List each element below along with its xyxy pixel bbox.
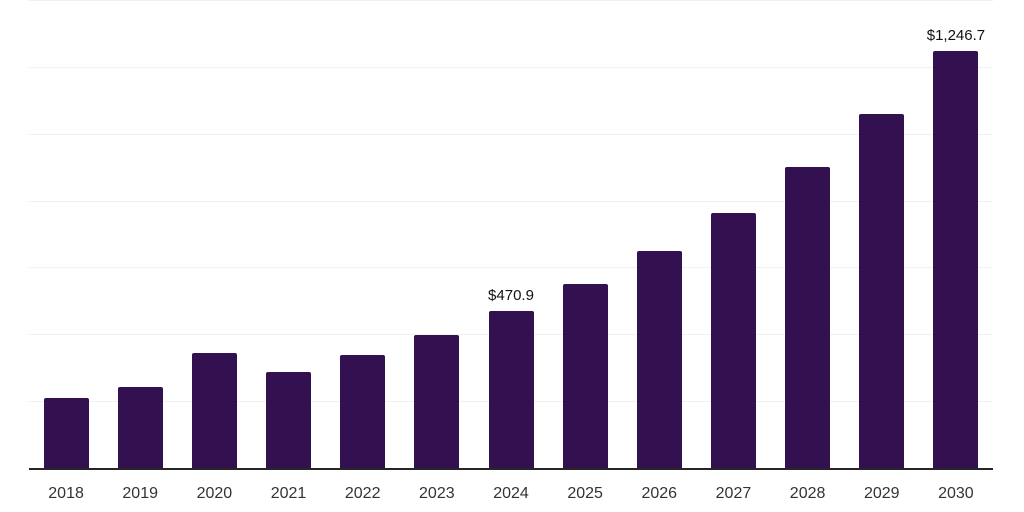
x-tick-label-2025: 2025 <box>567 485 603 502</box>
data-label-2030: $1,246.7 <box>926 27 986 45</box>
x-tick-label-2028: 2028 <box>789 485 826 502</box>
bar-2020[interactable] <box>191 352 237 468</box>
x-tick-label-2021: 2021 <box>270 485 307 502</box>
bar-2019[interactable] <box>117 386 163 468</box>
x-tick-label-2026: 2026 <box>641 485 678 502</box>
bar-2023[interactable] <box>414 334 460 468</box>
x-tick-label-2029: 2029 <box>863 485 900 502</box>
bar-2022[interactable] <box>340 354 386 468</box>
gridline-1200 <box>29 66 993 68</box>
x-tick-label-2022: 2022 <box>344 485 381 502</box>
bar-2027[interactable] <box>710 213 756 468</box>
bar-2024[interactable] <box>488 310 534 468</box>
gridline-800 <box>29 200 993 202</box>
x-tick-label-2027: 2027 <box>715 485 752 502</box>
data-label-2024: $470.9 <box>488 286 534 304</box>
plot-area: $470.9 $1,246.7 <box>29 0 993 470</box>
bar-2021[interactable] <box>266 371 312 468</box>
x-tick-label-2018: 2018 <box>48 485 84 502</box>
bar-2028[interactable] <box>785 167 831 468</box>
bar-2025[interactable] <box>562 283 608 468</box>
x-tick-label-2030: 2030 <box>938 485 974 502</box>
x-tick-label-2023: 2023 <box>419 485 455 502</box>
x-tick-label-2020: 2020 <box>196 485 233 502</box>
x-tick-label-2019: 2019 <box>122 485 158 502</box>
gridline-1000 <box>29 133 993 135</box>
gridline-600 <box>29 267 993 269</box>
gridline-1400 <box>29 0 993 1</box>
bar-2030[interactable] <box>933 51 979 468</box>
bar-2026[interactable] <box>636 250 682 468</box>
x-tick-label-2024: 2024 <box>493 485 529 502</box>
bar-2029[interactable] <box>859 114 905 468</box>
bar-2018[interactable] <box>43 397 89 468</box>
